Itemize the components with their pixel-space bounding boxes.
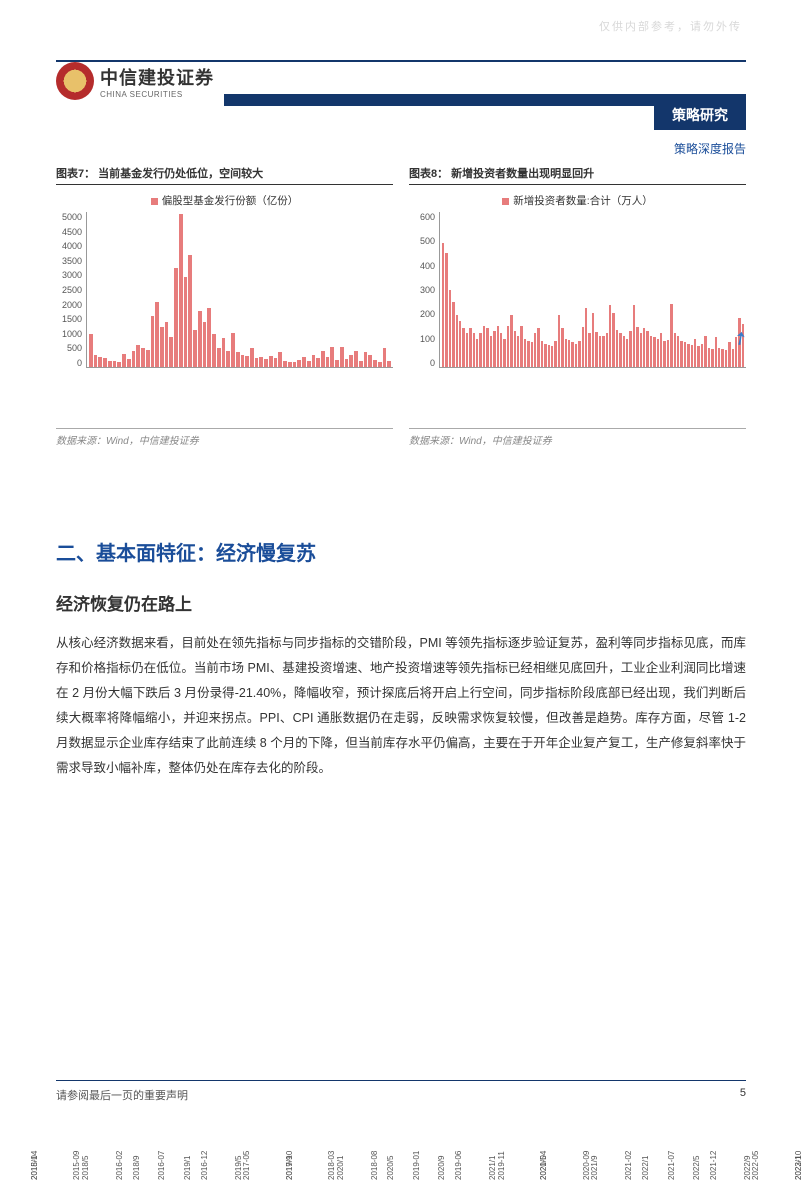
legend-square-icon bbox=[151, 198, 158, 205]
chart8-plot: ➚ bbox=[439, 212, 746, 368]
header-subcategory: 策略深度报告 bbox=[56, 140, 746, 157]
chart8-source: 数据来源：Wind，中信建投证券 bbox=[409, 428, 746, 447]
watermark: 仅供内部参考，请勿外传 bbox=[599, 18, 742, 34]
logo-block: 中信建投证券 CHINA SECURITIES bbox=[56, 62, 214, 106]
chart7-legend-text: 偏股型基金发行份额（亿份） bbox=[162, 195, 299, 207]
logo-en: CHINA SECURITIES bbox=[100, 90, 214, 99]
body-paragraph: 从核心经济数据来看，目前处在领先指标与同步指标的交错阶段，PMI 等领先指标逐步… bbox=[56, 631, 746, 781]
section-title: 二、基本面特征：经济慢复苏 bbox=[56, 537, 746, 566]
chart8-yaxis: 0100200300400500600 bbox=[409, 212, 439, 382]
page-content: 中信建投证券 CHINA SECURITIES 策略研究 策略深度报告 图表7：… bbox=[0, 0, 802, 821]
chart8-area: 0100200300400500600 ➚ bbox=[409, 212, 746, 382]
chart8-title: 图表8： 新增投资者数量出现明显回升 bbox=[409, 165, 746, 185]
chart8: 图表8： 新增投资者数量出现明显回升 新增投资者数量:合计（万人） 010020… bbox=[409, 165, 746, 447]
footer-disclaimer: 请参阅最后一页的重要声明 bbox=[56, 1087, 188, 1103]
chart7: 图表7： 当前基金发行仍处低位，空间较大 偏股型基金发行份额（亿份） 05001… bbox=[56, 165, 393, 447]
chart7-title: 图表7： 当前基金发行仍处低位，空间较大 bbox=[56, 165, 393, 185]
chart7-plot bbox=[86, 212, 393, 368]
logo-cn: 中信建投证券 bbox=[100, 64, 214, 90]
chart7-source: 数据来源：Wind，中信建投证券 bbox=[56, 428, 393, 447]
footer: 请参阅最后一页的重要声明 5 bbox=[56, 1080, 746, 1103]
chart7-bars bbox=[87, 212, 393, 367]
page-number: 5 bbox=[740, 1087, 746, 1103]
chart8-xaxis: 2015-042015-092016-022016-072016-122017-… bbox=[30, 1142, 802, 1151]
header-category: 策略研究 bbox=[654, 100, 746, 130]
chart7-yaxis: 0500100015002000250030003500400045005000 bbox=[56, 212, 86, 382]
chart8-legend: 新增投资者数量:合计（万人） bbox=[409, 193, 746, 208]
subsection-title: 经济恢复仍在路上 bbox=[56, 590, 746, 615]
chart8-legend-text: 新增投资者数量:合计（万人） bbox=[513, 195, 652, 207]
logo-icon bbox=[56, 62, 94, 100]
chart7-area: 0500100015002000250030003500400045005000 bbox=[56, 212, 393, 382]
chart7-legend: 偏股型基金发行份额（亿份） bbox=[56, 193, 393, 208]
chart8-bars bbox=[440, 212, 746, 367]
legend-square-icon bbox=[502, 198, 509, 205]
header-band: 策略研究 bbox=[224, 94, 746, 106]
charts-row: 图表7： 当前基金发行仍处低位，空间较大 偏股型基金发行份额（亿份） 05001… bbox=[56, 165, 746, 447]
header: 中信建投证券 CHINA SECURITIES 策略研究 bbox=[56, 60, 746, 106]
